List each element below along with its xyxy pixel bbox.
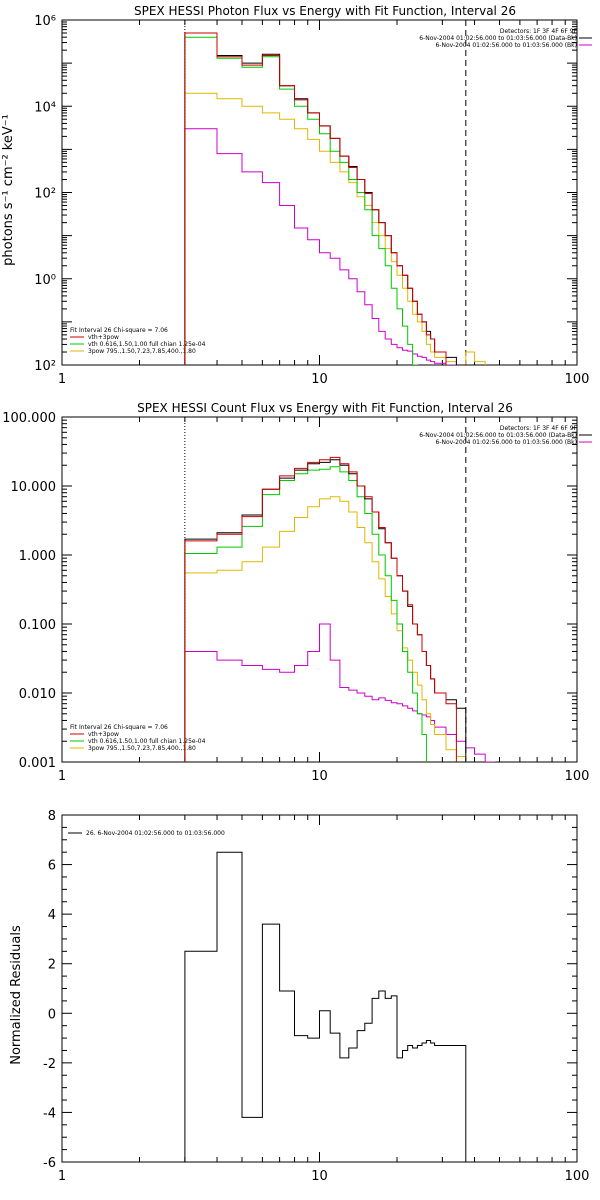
count-flux-x-tick-label: 100 [565,769,590,784]
photon-flux-x-tick-label: 1 [58,372,66,387]
count-flux-series-thermal [184,466,427,762]
count-flux-y-tick-label: 1.000 [19,549,56,564]
photon-flux-x-tick-label: 100 [565,372,590,387]
bk-interval-line: 6-Nov-2004 01:02:56.000 to 01:03:56.000 … [435,439,577,446]
residuals-x-tick-label: 1 [58,1169,66,1184]
count-flux-title: SPEX HESSI Count Flux vs Energy with Fit… [137,401,513,415]
count-flux-x-tick-label: 1 [58,769,66,784]
residuals-series-total [184,851,467,1162]
count-flux-y-tick-label: 100.000 [2,411,56,426]
fit-thermal-line: vth 0.616,1.50,1.00 full chian 1.25e-04 [88,341,206,348]
count-flux-y-tick-label: 0.010 [19,687,56,702]
photon-flux-y-tick-label: 10² [34,359,56,374]
photon-flux-x-tick-label: 10 [311,372,328,387]
photon-flux-series-thermal-plus-power [184,32,447,365]
fit-function-line: vth+3pow [88,334,119,341]
count-flux-series-total [184,459,467,762]
bk-interval-line: 6-Nov-2004 01:02:56.000 to 01:03:56.000 … [435,42,577,49]
residuals-y-tick-label: 6 [48,859,56,874]
photon-flux-panel: SPEX HESSI Photon Flux vs Energy with Fi… [1,4,592,387]
residuals-y-tick-label: -6 [43,1156,56,1171]
fit-thermal-line: vth 0.616,1.50,1.00 full chian 1.25e-04 [88,738,206,745]
residuals-frame [61,814,578,1163]
photon-flux-title: SPEX HESSI Photon Flux vs Energy with Fi… [134,4,516,18]
fit-chisq-line: Fit Interval 26 Chi-square = 7.06 [70,724,168,731]
residuals-legend-label: 26. 6-Nov-2004 01:02:56.000 to 01:03:56.… [86,830,225,837]
photon-flux-series-power [184,92,486,365]
photon-flux-y-tick-label: 10⁴ [34,100,56,115]
photon-flux-y-tick-label: 10⁰ [34,273,56,288]
detectors-line: Detectors: 1F 3F 4F 6F 9F [500,425,578,432]
residuals-y-tick-label: -2 [43,1057,56,1072]
count-flux-series-thermal-plus-power [184,456,457,762]
photon-flux-series-background [184,128,457,365]
residuals-y-tick-label: -4 [43,1106,56,1121]
count-flux-y-tick-label: 0.001 [19,756,56,771]
residuals-y-tick-label: 0 [48,1007,56,1022]
data-interval-line: 6-Nov-2004 01:02:56.000 to 01:03:56.000 … [419,35,577,42]
count-flux-panel: SPEX HESSI Count Flux vs Energy with Fit… [2,401,592,784]
fit-function-line: vth+3pow [88,731,119,738]
residuals-x-tick-label: 10 [311,1169,328,1184]
fit-chisq-line: Fit Interval 26 Chi-square = 7.06 [70,327,168,334]
count-flux-series-power [184,496,467,762]
residuals-y-tick-label: 8 [48,809,56,824]
count-flux-y-tick-label: 0.100 [19,618,56,633]
count-flux-x-tick-label: 10 [311,769,328,784]
data-interval-line: 6-Nov-2004 01:02:56.000 to 01:03:56.000 … [419,432,577,439]
photon-flux-y-tick-label: 10² [34,187,56,202]
residuals-y-tick-label: 4 [48,908,56,923]
photon-flux-series-thermal [184,36,418,365]
fit-power-line: 3pow 795.,1.50,7.23,7.85,400.,1.80 [88,348,196,355]
photon-flux-y-tick-label: 10⁶ [34,14,56,29]
photon-flux-y-label: photons s⁻¹ cm⁻² keV⁻¹ [1,114,16,266]
fit-power-line: 3pow 795.,1.50,7.23,7.85,400.,1.80 [88,745,196,752]
count-flux-series-background [184,623,496,762]
residuals-x-tick-label: 100 [565,1169,590,1184]
residuals-y-tick-label: 2 [48,958,56,973]
photon-flux-frame [61,19,578,366]
residuals-y-label: Normalized Residuals [9,925,24,1065]
detectors-line: Detectors: 1F 3F 4F 6F 9F [500,28,578,35]
residuals-panel: Normalized Residuals 26. 6-Nov-2004 01:0… [9,809,589,1184]
count-flux-y-tick-label: 10.000 [11,480,57,495]
photon-flux-series-total [184,32,467,365]
